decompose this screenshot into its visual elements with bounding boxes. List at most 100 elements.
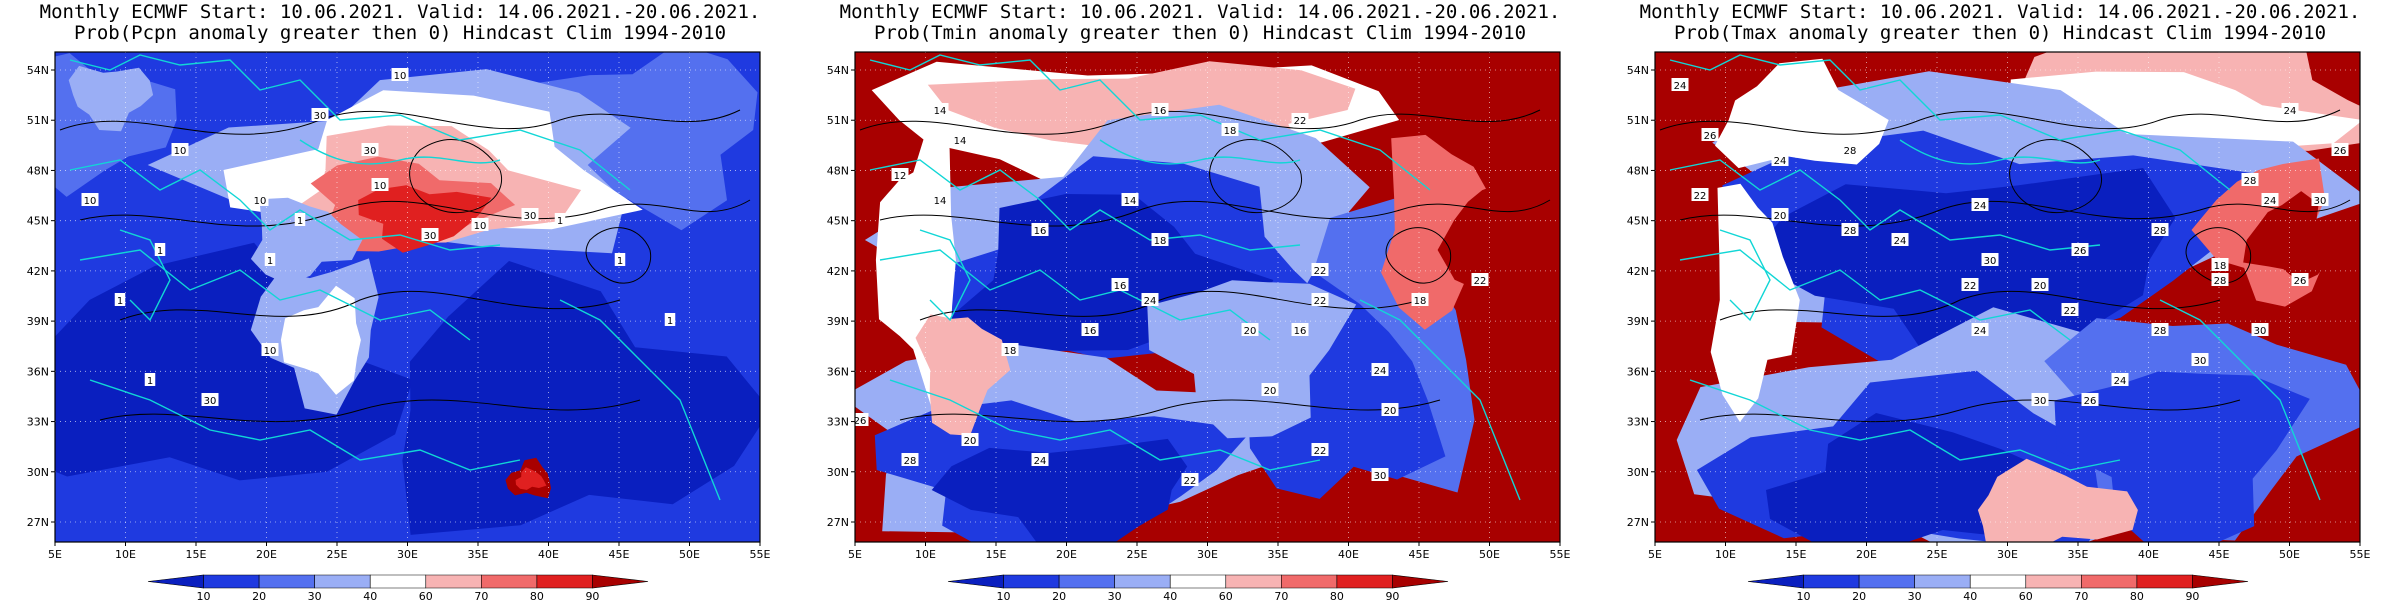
contour-label-box bbox=[1031, 453, 1049, 466]
lon-tick-label: 15E bbox=[186, 548, 207, 561]
contour-label-box bbox=[1111, 278, 1129, 291]
coastline bbox=[89, 379, 521, 471]
contour-label-box bbox=[521, 208, 539, 221]
colorbar-label: 60 bbox=[2019, 590, 2033, 600]
contour-label-text: 20 bbox=[1384, 406, 1397, 417]
contour-label-text: 26 bbox=[2334, 146, 2347, 157]
panel-title-line1: Monthly ECMWF Start: 10.06.2021. Valid: … bbox=[839, 1, 1561, 23]
contour-label: 10 bbox=[251, 193, 269, 207]
contour-label: 1 bbox=[264, 253, 276, 267]
contour-label-box bbox=[2031, 278, 2049, 291]
colorbar-swatch bbox=[147, 574, 204, 589]
contour-label-text: 30 bbox=[364, 146, 377, 157]
contour-label-box bbox=[1121, 193, 1139, 206]
contour-label-text: 14 bbox=[934, 106, 947, 117]
lat-tick-label: 51N bbox=[827, 114, 849, 127]
contour-label: 1 bbox=[664, 313, 676, 327]
contour-label: 22 bbox=[1311, 263, 1329, 277]
contour-label: 28 bbox=[1841, 143, 1859, 157]
contour-label-box bbox=[931, 103, 949, 116]
lat-tick-label: 48N bbox=[1627, 164, 1649, 177]
contour-label: 26 bbox=[2291, 273, 2309, 287]
contour-label: 30 bbox=[361, 143, 379, 157]
contour-label: 10 bbox=[471, 218, 489, 232]
contour-label: 22 bbox=[1471, 273, 1489, 287]
contour-label: 16 bbox=[1151, 103, 1169, 117]
coastline bbox=[1669, 54, 2231, 191]
lat-tick-label: 30N bbox=[27, 466, 49, 479]
coastline bbox=[119, 229, 171, 322]
colorbar-swatch bbox=[1336, 574, 1393, 589]
coastline bbox=[1669, 159, 2101, 251]
contour-label-text: 10 bbox=[174, 146, 187, 157]
contour-label-text: 22 bbox=[1694, 191, 1707, 202]
coastline bbox=[69, 159, 501, 251]
lat-tick-label: 51N bbox=[27, 114, 49, 127]
contour-label-box bbox=[1311, 443, 1329, 456]
contour-label: 12 bbox=[891, 168, 909, 182]
lon-tick-label: 40E bbox=[1338, 548, 1359, 561]
contour-label-box bbox=[1971, 198, 1989, 211]
contour-label: 22 bbox=[1311, 293, 1329, 307]
colorbar-swatch bbox=[1969, 574, 2027, 589]
contour-label-box bbox=[2211, 258, 2229, 271]
contour-label: 20 bbox=[2031, 278, 2049, 292]
panel-title-line2: Prob(Pcpn anomaly greater then 0) Hindca… bbox=[73, 22, 727, 44]
colorbar-swatch bbox=[425, 574, 482, 589]
contour-label-box bbox=[171, 143, 189, 156]
colorbar-swatch bbox=[258, 574, 315, 589]
coastline bbox=[69, 54, 631, 191]
probability-region bbox=[1437, 178, 1527, 327]
colorbar-label: 40 bbox=[363, 590, 377, 600]
contour-label-box bbox=[2261, 193, 2279, 206]
contour-label-box bbox=[2281, 103, 2299, 116]
contour-label: 18 bbox=[1411, 293, 1429, 307]
contour-label: 24 bbox=[2261, 193, 2279, 207]
lat-tick-label: 54N bbox=[27, 64, 49, 77]
lon-tick-label: 20E bbox=[1056, 548, 1077, 561]
probability-region bbox=[2243, 191, 2331, 283]
contour-label-box bbox=[1841, 143, 1859, 156]
contour-label: 14 bbox=[1121, 193, 1139, 207]
colorbar-swatch bbox=[203, 574, 260, 589]
contour-label-text: 1 bbox=[557, 216, 563, 227]
contour-label-text: 1 bbox=[267, 256, 273, 267]
colorbar-label: 10 bbox=[997, 590, 1011, 600]
lat-tick-label: 42N bbox=[1627, 265, 1649, 278]
contour-label: 24 bbox=[1771, 153, 1789, 167]
lon-tick-label: 55E bbox=[750, 548, 771, 561]
contour-label-box bbox=[261, 343, 279, 356]
contour-label-box bbox=[1691, 188, 1709, 201]
probability-region bbox=[1147, 280, 1357, 439]
contour-label: 16 bbox=[1031, 223, 1049, 237]
lon-tick-label: 30E bbox=[1197, 548, 1218, 561]
lon-tick-label: 55E bbox=[2350, 548, 2371, 561]
colorbar-label: 20 bbox=[1052, 590, 1066, 600]
contour-line bbox=[1719, 290, 2221, 321]
contour-label-text: 1 bbox=[157, 246, 163, 257]
lat-tick-label: 36N bbox=[27, 365, 49, 378]
probability-field: 10 1 30 10 30 10 30 30 10 1 10 1 1 30 10 10 1 1 1 1 bbox=[55, 52, 760, 542]
lat-tick-label: 30N bbox=[1627, 466, 1649, 479]
contour-label: 24 bbox=[1891, 233, 1909, 247]
colorbar-label: 60 bbox=[1219, 590, 1233, 600]
contour-label: 20 bbox=[1381, 403, 1399, 417]
contour-label-box bbox=[1181, 473, 1199, 486]
contour-label-box bbox=[2311, 193, 2329, 206]
colorbar-label: 40 bbox=[1963, 590, 1977, 600]
lon-tick-label: 5E bbox=[848, 548, 862, 561]
contour-label: 30 bbox=[2031, 393, 2049, 407]
contour-label-box bbox=[961, 433, 979, 446]
probability-region bbox=[55, 242, 413, 481]
contour-label-text: 22 bbox=[1294, 116, 1307, 127]
contour-label-box bbox=[1151, 233, 1169, 246]
contour-label-text: 26 bbox=[2074, 246, 2087, 257]
contour-line bbox=[859, 109, 1541, 135]
contour-label-text: 24 bbox=[1774, 156, 1787, 167]
contour-label-box bbox=[2211, 273, 2229, 286]
lat-tick-label: 39N bbox=[27, 315, 49, 328]
coastline bbox=[869, 54, 1431, 191]
contour-label-box bbox=[951, 133, 969, 146]
colorbar-swatch bbox=[536, 574, 593, 589]
